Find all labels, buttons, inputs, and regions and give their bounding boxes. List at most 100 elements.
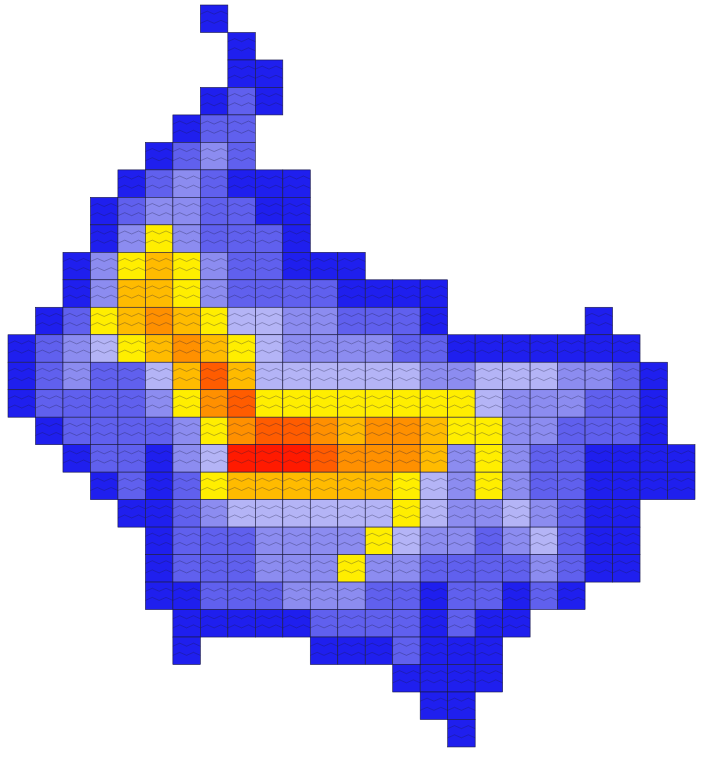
cell	[118, 280, 145, 307]
cell-texture	[173, 478, 200, 490]
cell-texture	[558, 506, 585, 518]
cell	[228, 417, 255, 444]
cell-texture	[448, 726, 475, 738]
cell-texture	[475, 671, 502, 683]
cell	[200, 417, 227, 444]
cell	[530, 417, 557, 444]
cell	[310, 527, 337, 554]
cell	[310, 500, 337, 527]
cell	[503, 417, 530, 444]
cell	[503, 445, 530, 472]
cell	[228, 390, 255, 417]
cell	[63, 307, 90, 334]
cell	[283, 335, 310, 362]
cell-texture	[393, 396, 420, 408]
cell	[393, 307, 420, 334]
cell	[503, 362, 530, 389]
cell	[503, 582, 530, 609]
cell	[118, 445, 145, 472]
cell-texture	[393, 478, 420, 490]
cell	[365, 555, 392, 582]
cell	[475, 610, 502, 637]
cell	[173, 390, 200, 417]
cell	[173, 637, 200, 664]
cell	[640, 417, 667, 444]
cell	[503, 500, 530, 527]
cell	[173, 500, 200, 527]
cell	[283, 555, 310, 582]
cell-texture	[558, 478, 585, 490]
cell-texture	[90, 423, 117, 435]
cell-texture	[420, 341, 447, 353]
cell-texture	[585, 313, 612, 325]
cell-texture	[228, 423, 255, 435]
cell	[63, 445, 90, 472]
cell-texture	[228, 286, 255, 298]
cell-texture	[365, 368, 392, 380]
cell	[365, 472, 392, 499]
cell-texture	[200, 588, 227, 600]
cell-texture	[145, 561, 172, 573]
cell-texture	[365, 588, 392, 600]
cell	[420, 390, 447, 417]
cell	[255, 170, 282, 197]
cell-texture	[283, 588, 310, 600]
cell	[63, 252, 90, 279]
cell	[393, 417, 420, 444]
cell-texture	[200, 616, 227, 628]
cell-texture	[585, 478, 612, 490]
cell	[448, 637, 475, 664]
cell	[585, 307, 612, 334]
cell-texture	[365, 478, 392, 490]
cell-texture	[173, 149, 200, 161]
cell	[255, 87, 282, 114]
cell	[393, 445, 420, 472]
cell-texture	[255, 396, 282, 408]
cell-texture	[640, 423, 667, 435]
cell	[145, 527, 172, 554]
cell-texture	[173, 258, 200, 270]
cell-texture	[448, 616, 475, 628]
cell-texture	[310, 561, 337, 573]
cell-texture	[613, 368, 640, 380]
cell-texture	[145, 423, 172, 435]
cell	[668, 445, 695, 472]
cell	[200, 445, 227, 472]
cell-texture	[228, 396, 255, 408]
cell	[338, 610, 365, 637]
cell-texture	[173, 313, 200, 325]
cell	[118, 170, 145, 197]
cell-texture	[118, 341, 145, 353]
cell-texture	[63, 286, 90, 298]
cell	[420, 417, 447, 444]
cell-texture	[228, 66, 255, 78]
cell	[145, 307, 172, 334]
cell	[145, 142, 172, 169]
cell-texture	[503, 396, 530, 408]
cell-texture	[255, 506, 282, 518]
cell	[255, 582, 282, 609]
cell	[118, 307, 145, 334]
cell-texture	[530, 368, 557, 380]
cell-texture	[338, 533, 365, 545]
cell	[310, 610, 337, 637]
cell	[585, 445, 612, 472]
cell	[228, 32, 255, 59]
cell-texture	[200, 423, 227, 435]
cell	[613, 472, 640, 499]
cell-texture	[475, 368, 502, 380]
cell-texture	[200, 286, 227, 298]
cell	[228, 610, 255, 637]
cell-texture	[393, 671, 420, 683]
cell	[420, 307, 447, 334]
cell	[448, 472, 475, 499]
cell-texture	[310, 423, 337, 435]
cell	[283, 472, 310, 499]
cell-texture	[613, 451, 640, 463]
cell-texture	[173, 396, 200, 408]
cell	[283, 170, 310, 197]
cell-texture	[200, 176, 227, 188]
cell-texture	[475, 396, 502, 408]
cell-texture	[310, 368, 337, 380]
cell	[365, 527, 392, 554]
